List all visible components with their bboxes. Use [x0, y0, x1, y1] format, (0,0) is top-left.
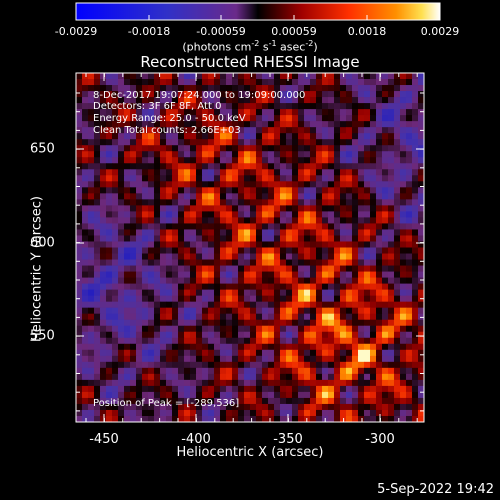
colorbar-tick-label: -0.0029 [54, 25, 98, 38]
axis-tick-marks [76, 73, 424, 422]
x-tick-label: -300 [365, 432, 395, 447]
x-axis-label: Heliocentric X (arcsec) [176, 445, 324, 460]
plot-frame [75, 72, 425, 423]
x-tick-label: -350 [273, 432, 303, 447]
colorbar-tick-label: -0.0018 [127, 25, 171, 38]
colorbar-tick-label: 0.0029 [420, 25, 460, 38]
y-axis-label: Heliocentric Y (arcsec) [29, 196, 45, 342]
colorbar-units-label: (photons cm-2 s-1 asec-2) [182, 39, 318, 54]
plot-title: Reconstructed RHESSI Image [140, 53, 360, 71]
footer-date: 5-Sep-2022 19:42 [377, 482, 494, 497]
info-line-energy-range: Energy Range: 25.0 - 50.0 keV [93, 113, 246, 124]
heatmap-image [76, 73, 425, 423]
x-tick-label: -400 [181, 432, 211, 447]
colorbar-tick-marks [75, 15, 441, 20]
colorbar-tick-label: -0.00059 [196, 25, 246, 38]
y-tick-label: 550 [30, 328, 55, 344]
info-line-time-range: 8-Dec-2017 19:07:24.000 to 19:09:00.000 [93, 90, 306, 101]
peak-position-text: Position of Peak = [-289,536] [93, 398, 240, 409]
colorbar [75, 2, 441, 21]
x-tick-label: -450 [89, 432, 119, 447]
colorbar-tick-label: 0.0018 [347, 25, 387, 38]
y-tick-label: 600 [30, 235, 55, 251]
info-line-detectors: Detectors: 3F 6F 8F, Att 0 [93, 101, 222, 112]
info-line-total-counts: Clean Total counts: 2.66E+03 [93, 125, 241, 136]
colorbar-tick-label: 0.00059 [271, 25, 317, 38]
y-tick-label: 650 [30, 141, 55, 157]
